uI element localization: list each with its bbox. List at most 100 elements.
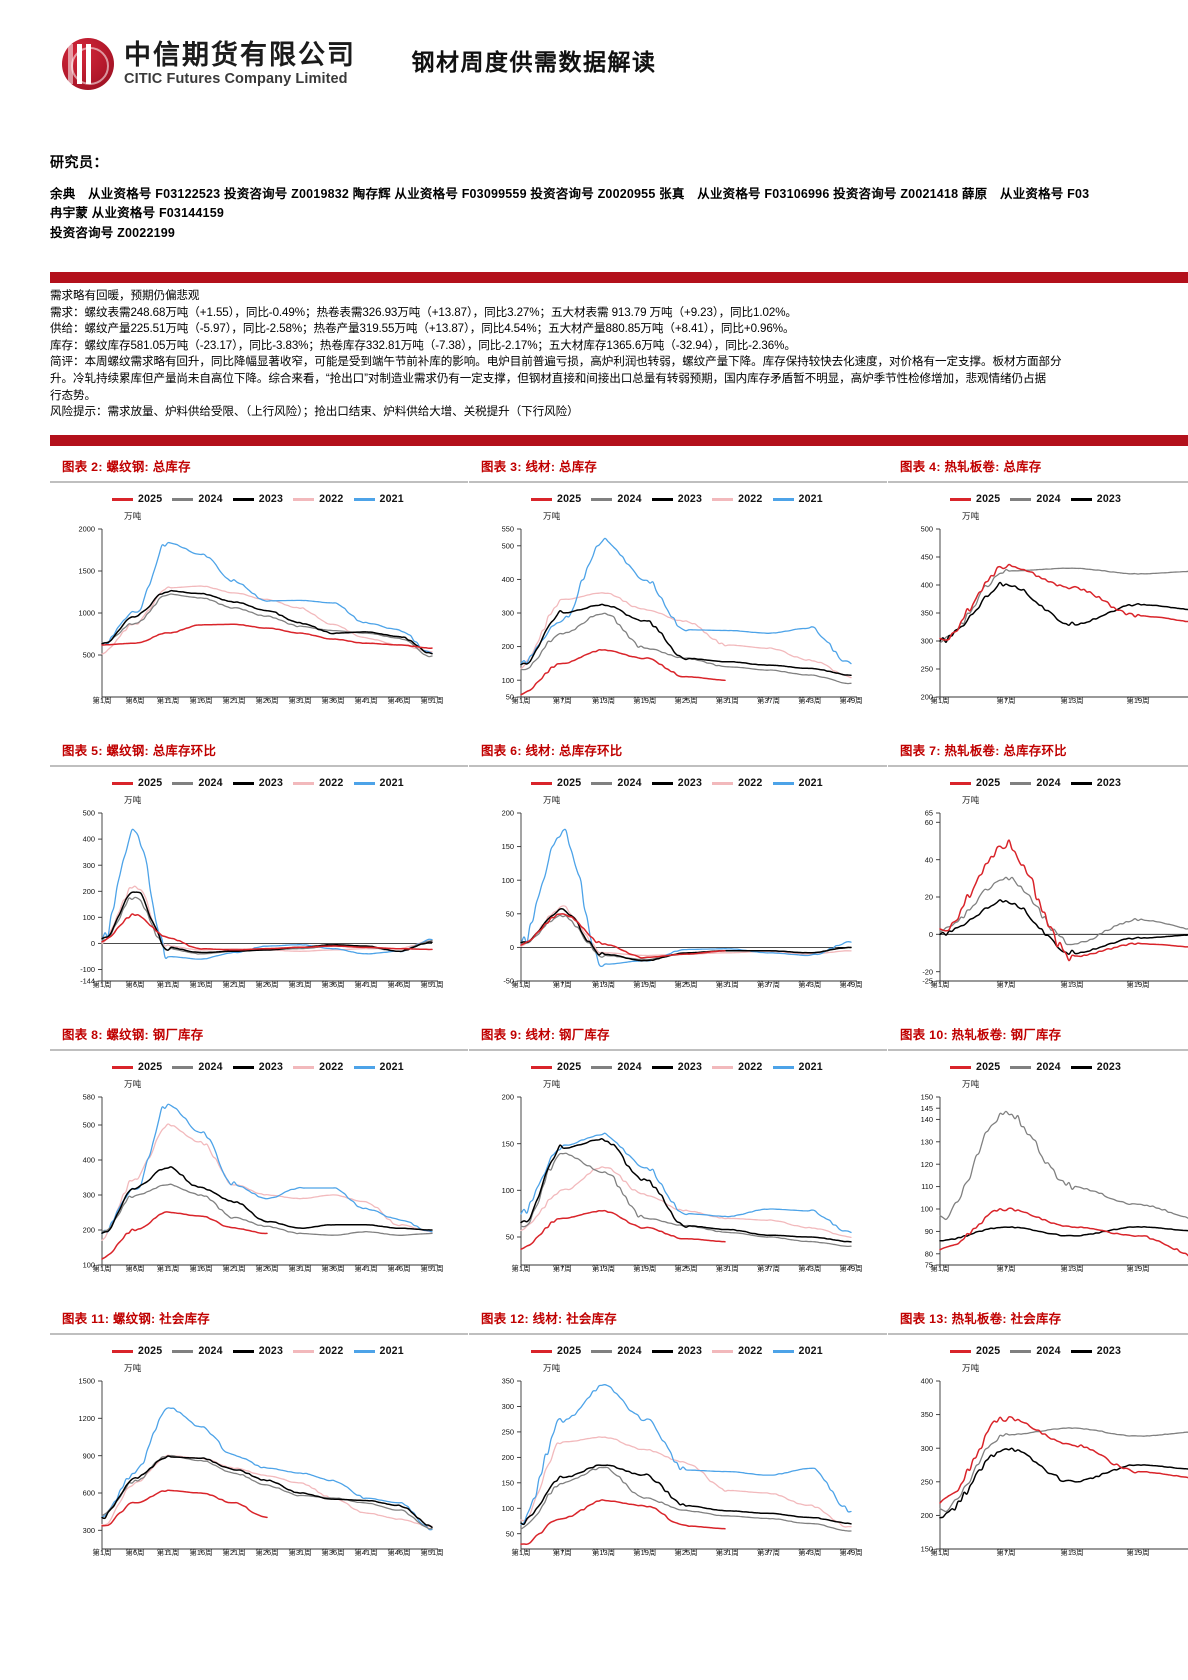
legend-item-2024[interactable]: 2024 xyxy=(1010,1345,1061,1357)
legend-item-2022[interactable]: 2022 xyxy=(293,493,343,505)
legend-item-2021[interactable]: 2021 xyxy=(772,777,823,789)
legend-item-2024[interactable]: 2024 xyxy=(1010,1061,1061,1073)
legend-item-2023[interactable]: 2023 xyxy=(1070,1061,1121,1073)
legend-item-2021[interactable]: 2021 xyxy=(353,1061,404,1073)
legend-label: 2023 xyxy=(258,777,284,789)
legend-item-2022[interactable]: 2022 xyxy=(712,777,762,789)
legend-swatch-icon xyxy=(232,1065,254,1069)
legend-item-2023[interactable]: 2023 xyxy=(1070,1345,1121,1357)
legend-item-2024[interactable]: 2024 xyxy=(172,1345,223,1357)
x-tick-label: 第1周 xyxy=(930,1548,950,1557)
y-tick-label: 600 xyxy=(83,1489,95,1498)
legend-item-2024[interactable]: 2024 xyxy=(591,777,642,789)
chart-card-chart12: 图表 12: 线材: 社会库存 2025 2024 2023 2022 2021 万吨 350… xyxy=(469,1293,889,1561)
x-tick-label: 第31周 xyxy=(715,1548,739,1557)
legend-item-2025[interactable]: 2025 xyxy=(950,777,1000,789)
legend-label: 2022 xyxy=(738,493,763,505)
legend-item-2025[interactable]: 2025 xyxy=(112,1061,162,1073)
legend-item-2025[interactable]: 2025 xyxy=(950,493,1000,505)
y-tick-label: 100 xyxy=(921,1205,933,1214)
legend-item-2023[interactable]: 2023 xyxy=(651,777,702,789)
legend-item-2025[interactable]: 2025 xyxy=(950,1061,1000,1073)
legend-item-2024[interactable]: 2024 xyxy=(591,493,642,505)
legend-swatch-icon xyxy=(112,1349,133,1353)
y-tick-label: 100 xyxy=(502,876,514,885)
y-tick-label: 400 xyxy=(921,1377,933,1386)
chart-xaxis-labels: 第1周 第6周 第11周 第16周 第21周 第26周 第31周 第36周 第41周 第46周 第5… xyxy=(50,1263,470,1277)
legend-item-2022[interactable]: 2022 xyxy=(293,777,343,789)
legend-item-2025[interactable]: 2025 xyxy=(531,493,581,505)
legend-item-2023[interactable]: 2023 xyxy=(232,777,284,789)
x-tick-label: 第7周 xyxy=(552,980,572,989)
legend-item-2025[interactable]: 2025 xyxy=(112,493,162,505)
y-tick-label: 40 xyxy=(925,855,933,864)
legend-item-2024[interactable]: 2024 xyxy=(172,493,223,505)
legend-item-2023[interactable]: 2023 xyxy=(232,493,283,505)
legend-item-2025[interactable]: 2025 xyxy=(112,1345,162,1357)
legend-item-2025[interactable]: 2025 xyxy=(531,777,581,789)
chart-xaxis-labels: 第1周 第7周 第13周 第19周 第25周 第31周 第37周 第43周 第49周 xyxy=(469,1547,889,1561)
legend-item-2023[interactable]: 2023 xyxy=(232,1061,283,1073)
chart-title-divider xyxy=(50,481,468,483)
legend-item-2025[interactable]: 2025 xyxy=(531,1061,581,1073)
series-line-2023 xyxy=(101,1455,433,1529)
legend-label: 2025 xyxy=(557,777,582,789)
legend-item-2025[interactable]: 2025 xyxy=(950,1345,1000,1357)
charts-row-2: 图表 5: 螺纹钢: 总库存环比 2025 2024 2023 2022 2021 万吨 50… xyxy=(0,725,1188,1009)
legend-label: 2025 xyxy=(138,1345,163,1357)
series-line-2023 xyxy=(520,1138,852,1243)
legend-item-2025[interactable]: 2025 xyxy=(531,1345,581,1357)
legend-swatch-icon xyxy=(232,781,254,785)
legend-swatch-icon xyxy=(1010,1065,1032,1069)
citic-logo-icon xyxy=(62,38,114,90)
legend-item-2024[interactable]: 2024 xyxy=(591,1345,642,1357)
legend-item-2024[interactable]: 2024 xyxy=(172,777,223,789)
legend-item-2025[interactable]: 2025 xyxy=(112,777,162,789)
legend-item-2023[interactable]: 2023 xyxy=(232,1345,283,1357)
legend-item-2022[interactable]: 2022 xyxy=(712,493,762,505)
x-tick-label: 第21周 xyxy=(222,696,246,705)
chart-legend-chart10: 2025 2024 2023 xyxy=(888,1051,1188,1073)
legend-item-2021[interactable]: 2021 xyxy=(353,493,404,505)
x-tick-label: 第13周 xyxy=(591,1548,616,1557)
legend-item-2022[interactable]: 2022 xyxy=(712,1061,762,1073)
series-line-2024 xyxy=(520,1466,852,1532)
legend-item-2023[interactable]: 2023 xyxy=(1070,777,1121,789)
x-tick-label: 第16周 xyxy=(189,980,213,989)
x-tick-label: 第1周 xyxy=(92,696,112,705)
legend-item-2021[interactable]: 2021 xyxy=(353,1345,404,1357)
chart-legend-chart6: 2025 2024 2023 2022 2021 xyxy=(469,767,889,789)
legend-item-2023[interactable]: 2023 xyxy=(1070,493,1121,505)
legend-label: 2022 xyxy=(319,777,344,789)
legend-item-2024[interactable]: 2024 xyxy=(1010,777,1061,789)
legend-item-2023[interactable]: 2023 xyxy=(651,493,702,505)
legend-item-2022[interactable]: 2022 xyxy=(712,1345,762,1357)
legend-item-2024[interactable]: 2024 xyxy=(591,1061,642,1073)
legend-item-2023[interactable]: 2023 xyxy=(651,1345,702,1357)
legend-swatch-icon xyxy=(591,1065,613,1069)
x-tick-label: 第6周 xyxy=(125,1264,145,1273)
chart-unit-label: 万吨 xyxy=(543,795,561,805)
legend-item-2022[interactable]: 2022 xyxy=(293,1345,343,1357)
legend-item-2021[interactable]: 2021 xyxy=(772,1345,823,1357)
legend-item-2024[interactable]: 2024 xyxy=(1010,493,1061,505)
legend-swatch-icon xyxy=(353,1349,375,1353)
series-line-2024 xyxy=(939,567,1188,644)
chart-svg: 200 150 100 50 0 -50 xyxy=(502,809,857,986)
legend-item-2023[interactable]: 2023 xyxy=(651,1061,702,1073)
y-tick-label: 50 xyxy=(506,1529,514,1538)
legend-item-2022[interactable]: 2022 xyxy=(293,1061,343,1073)
legend-item-2021[interactable]: 2021 xyxy=(772,493,823,505)
x-tick-label: 第11周 xyxy=(156,696,180,705)
series-line-2022 xyxy=(101,1123,433,1241)
legend-label: 2024 xyxy=(198,493,223,505)
y-tick-label: 1500 xyxy=(79,567,95,576)
legend-item-2024[interactable]: 2024 xyxy=(172,1061,223,1073)
legend-swatch-icon xyxy=(293,1065,315,1069)
series-line-2023 xyxy=(939,1447,1188,1519)
y-tick-label: 75 xyxy=(925,1261,933,1270)
y-tick-label: -50 xyxy=(503,977,514,986)
y-tick-label: 350 xyxy=(921,1410,933,1419)
legend-item-2021[interactable]: 2021 xyxy=(772,1061,823,1073)
legend-item-2021[interactable]: 2021 xyxy=(353,777,404,789)
